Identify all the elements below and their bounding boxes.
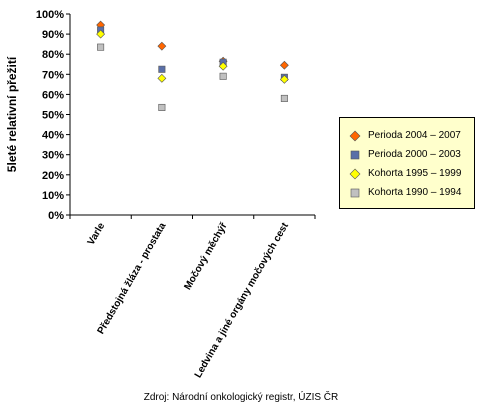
data-point-s3-c1 bbox=[96, 29, 106, 39]
data-point-s1-c4 bbox=[279, 60, 289, 70]
data-point-s3-c4 bbox=[279, 74, 289, 84]
legend-marker-3 bbox=[349, 168, 361, 179]
y-tick-label: 90% bbox=[42, 29, 64, 41]
legend-item-4: Kohorta 1990 – 1994 bbox=[348, 183, 474, 202]
y-tick-label: 20% bbox=[42, 170, 64, 182]
y-tick-label: 0% bbox=[48, 210, 64, 222]
y-tick-label: 100% bbox=[36, 9, 64, 21]
y-tick-label: 70% bbox=[42, 69, 64, 81]
data-point-s4-c2 bbox=[158, 103, 166, 111]
y-tick-label: 30% bbox=[42, 150, 64, 162]
legend-marker-4 bbox=[350, 188, 360, 197]
legend-item-3: Kohorta 1995 – 1999 bbox=[348, 164, 474, 183]
data-point-s4-c3 bbox=[219, 72, 227, 80]
legend-label-1: Perioda 2004 – 2007 bbox=[368, 130, 461, 141]
data-point-s2-c2 bbox=[158, 65, 166, 73]
x-tick-label: Varle bbox=[86, 221, 108, 248]
legend-symbol-3 bbox=[349, 168, 361, 179]
legend-label-4: Kohorta 1990 – 1994 bbox=[368, 187, 462, 198]
legend-item-2: Perioda 2000 – 2003 bbox=[348, 145, 474, 164]
legend-marker-1 bbox=[349, 130, 361, 141]
y-tick-label: 40% bbox=[42, 130, 64, 142]
legend-symbol-2 bbox=[350, 150, 360, 159]
legend-marker-2 bbox=[350, 150, 360, 159]
x-tick-label: Předstojná žláza - prostata bbox=[96, 221, 169, 337]
data-point-s3-c2 bbox=[157, 73, 167, 83]
legend-label-2: Perioda 2000 – 2003 bbox=[368, 149, 461, 160]
x-tick-label: Močový měchýř bbox=[182, 221, 229, 292]
legend-label-3: Kohorta 1995 – 1999 bbox=[368, 168, 462, 179]
data-point-s4-c4 bbox=[280, 94, 288, 102]
data-point-s3-c3 bbox=[218, 61, 228, 71]
legend: Perioda 2004 – 2007 Perioda 2000 – 2003 … bbox=[339, 117, 475, 209]
legend-symbol-1 bbox=[349, 130, 361, 141]
legend-symbol-4 bbox=[350, 188, 360, 197]
y-tick-label: 60% bbox=[42, 89, 64, 101]
y-tick-label: 50% bbox=[42, 110, 64, 122]
y-tick-label: 10% bbox=[42, 190, 64, 202]
y-axis-title: 5leté relativní přežití bbox=[5, 56, 19, 172]
legend-item-1: Perioda 2004 – 2007 bbox=[348, 126, 474, 145]
data-point-s4-c1 bbox=[97, 43, 105, 51]
data-point-s1-c2 bbox=[157, 41, 167, 51]
y-tick-label: 80% bbox=[42, 49, 64, 61]
source-note: Zdroj: Národní onkologický registr, ÚZIS… bbox=[143, 392, 339, 403]
